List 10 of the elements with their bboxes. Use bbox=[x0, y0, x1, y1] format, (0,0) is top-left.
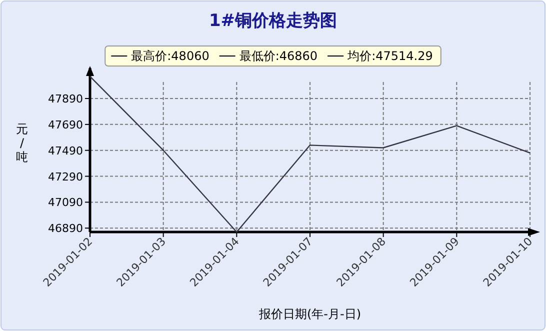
y-axis-title: 元/吨 bbox=[16, 122, 28, 164]
summary-box: 最高价:48060 最低价:46860 均价:47514.29 bbox=[104, 46, 442, 66]
y-tick-label: 46890 bbox=[48, 222, 83, 236]
x-axis-title: 报价日期(年-月-日) bbox=[258, 307, 362, 321]
y-tick-label: 47290 bbox=[48, 170, 83, 184]
y-tick-label: 47690 bbox=[48, 118, 83, 132]
y-tick-label: 47890 bbox=[48, 92, 83, 106]
y-tick-label: 47490 bbox=[48, 144, 83, 158]
chart-title: 1#铜价格走势图 bbox=[208, 11, 338, 31]
y-tick-label: 47090 bbox=[48, 196, 83, 210]
